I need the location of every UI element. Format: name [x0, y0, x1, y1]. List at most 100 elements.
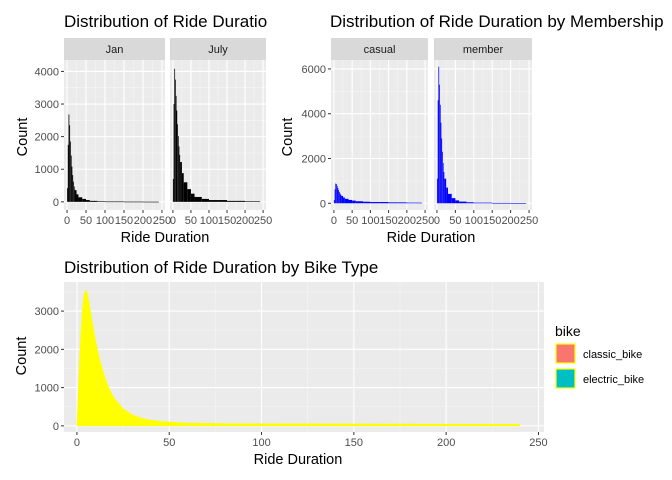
facet-panel-july: July 0 50 100 150 200 250: [170, 38, 272, 227]
histogram-bar-july: [176, 110, 178, 202]
histogram-bar-jan: [74, 190, 77, 202]
x-tick-label: 100: [361, 215, 379, 227]
y-axis-title-by-month: Count: [15, 118, 31, 157]
x-tick-label: 150: [483, 215, 501, 227]
y-tick-label: 2000: [35, 344, 59, 356]
histogram-bar-jan: [105, 201, 124, 203]
strip-member: [434, 38, 532, 60]
chart-by-bike-type: Distribution of Ride Duration by Bike Ty…: [14, 258, 644, 468]
histogram-bar-casual: [338, 190, 340, 204]
x-tick-label: 100: [96, 215, 114, 227]
strip-label-member: member: [463, 44, 504, 56]
strip-label-casual: casual: [364, 44, 396, 56]
histogram-bar-jan: [72, 175, 74, 202]
histogram-bar-member: [439, 84, 440, 204]
y-tick-label: 0: [53, 197, 59, 209]
strip-label-july: July: [208, 44, 228, 56]
x-tick-label: 0: [331, 215, 337, 227]
y-tick-labels-by-membership: 0 2000 4000 6000: [302, 64, 331, 210]
facet-panel-casual: casual 0 50 100 150 200 250: [331, 38, 434, 227]
histogram-bar-member: [455, 200, 460, 204]
y-tick-label: 1000: [35, 164, 59, 176]
histogram-bar-member: [442, 151, 443, 204]
histogram-bar-jan: [76, 194, 79, 202]
histogram-bar-member: [436, 178, 438, 204]
x-tick-label: 50: [185, 215, 197, 227]
x-tick-label: 250: [416, 215, 434, 227]
histogram-bar-member: [438, 66, 440, 204]
histogram-bar-jan: [78, 197, 83, 202]
x-axis-title-by-membership: Ride Duration: [387, 230, 476, 246]
histogram-bar-jan: [123, 201, 143, 203]
strip-casual: [331, 38, 428, 60]
histogram-bar-casual: [339, 193, 341, 204]
histogram-bar-member: [525, 203, 527, 204]
x-tick-label: 50: [449, 215, 461, 227]
histogram-bar-july: [178, 146, 180, 202]
histogram-bar-july: [208, 200, 228, 202]
histogram-bar-casual: [335, 183, 337, 204]
histogram-bar-casual: [348, 199, 353, 204]
chart-by-membership: Distribution of Ride Duration by Members…: [280, 12, 664, 246]
histogram-bar-member: [473, 202, 493, 204]
histogram-bar-casual: [388, 202, 407, 204]
histogram-bar-member: [439, 104, 441, 204]
histogram-bar-jan: [68, 114, 70, 202]
panel-background-bike-type: [64, 282, 544, 432]
histogram-bar-casual: [333, 199, 335, 204]
histogram-bar-jan: [86, 200, 90, 202]
x-tick-label: 0: [64, 215, 70, 227]
y-axis-title-by-membership: Count: [280, 118, 296, 157]
histogram-bar-casual: [355, 201, 364, 204]
histogram-bar-casual: [336, 185, 338, 204]
histogram-bar-july: [177, 124, 178, 202]
y-tick-label: 1000: [35, 383, 59, 395]
x-tick-label: 100: [465, 215, 483, 227]
histogram-bar-casual: [363, 201, 371, 204]
histogram-bar-casual: [344, 198, 349, 204]
y-tick-label: 0: [320, 198, 326, 210]
legend-title: bike: [555, 323, 581, 339]
histogram-bar-jan: [67, 188, 68, 202]
histogram-bar-july: [174, 68, 176, 202]
x-axis-title-by-bike-type: Ride Duration: [254, 452, 343, 468]
x-tick-label: 200: [437, 437, 455, 449]
histogram-bar-july: [227, 200, 246, 202]
histogram-bar-july: [187, 189, 191, 202]
histogram-bar-july: [181, 173, 184, 202]
histogram-bar-member: [443, 171, 445, 204]
strip-label-jan: Jan: [106, 44, 124, 56]
x-tick-label: 150: [379, 215, 397, 227]
histogram-bar-casual: [352, 200, 356, 204]
histogram-bar-member: [441, 138, 443, 204]
histogram-bar-july: [201, 198, 209, 202]
y-tick-label: 2000: [302, 154, 326, 166]
histogram-bar-member: [440, 122, 442, 204]
chart-title-by-month: Distribution of Ride Duratio: [64, 12, 267, 31]
histogram-bar-casual: [341, 195, 344, 204]
histogram-bar-casual: [334, 189, 336, 204]
histogram-bar-casual: [406, 202, 422, 204]
histogram-bar-jan: [69, 125, 71, 202]
histogram-bar-july: [175, 95, 177, 202]
histogram-bar-july: [172, 179, 174, 202]
x-tick-label: 150: [115, 215, 133, 227]
y-tick-label: 0: [53, 421, 59, 433]
area-ride-duration-by-bike-type: [76, 289, 521, 427]
histogram-bar-jan: [73, 181, 74, 202]
histogram-bar-july: [175, 79, 176, 202]
panel-by-bike-type: 0 50 100 150 200 250 0 1000 2000 3000: [35, 282, 548, 449]
histogram-bar-jan: [158, 201, 159, 203]
x-tick-label: 200: [398, 215, 416, 227]
histogram-bar-member: [459, 201, 467, 204]
x-tick-label: 150: [218, 215, 236, 227]
histogram-bar-jan: [70, 155, 72, 202]
histogram-bar-member: [448, 193, 452, 204]
histogram-bar-member: [451, 198, 456, 204]
x-tick-label: 250: [254, 215, 272, 227]
x-tick-label: 50: [80, 215, 92, 227]
x-tick-label: 250: [153, 215, 171, 227]
histogram-bar-july: [194, 196, 202, 202]
legend-label-electric-bike: electric_bike: [583, 374, 644, 386]
